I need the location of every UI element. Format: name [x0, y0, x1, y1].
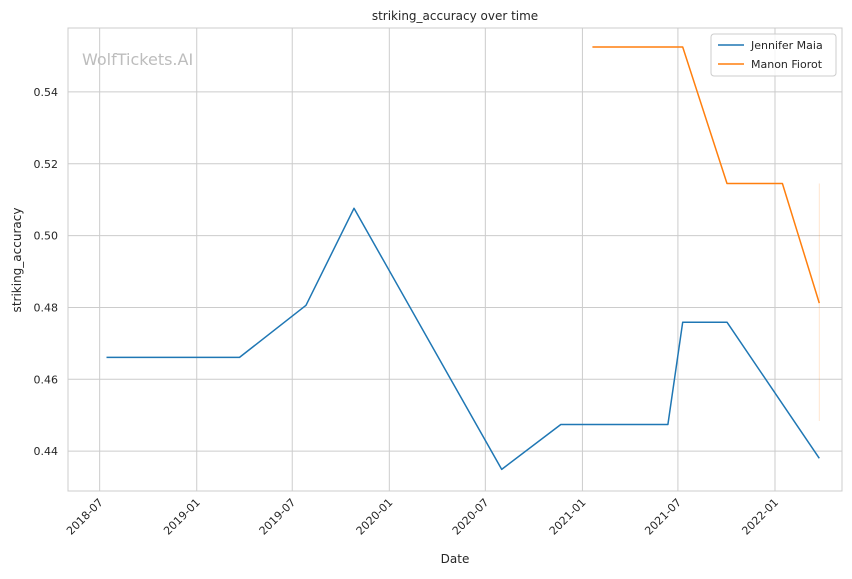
- x-axis-label: Date: [441, 552, 470, 566]
- legend-label-jennifer-maia: Jennifer Maia: [750, 39, 823, 52]
- y-tick-label: 0.46: [34, 373, 59, 386]
- legend: Jennifer Maia Manon Fiorot: [711, 34, 836, 76]
- y-axis-label: striking_accuracy: [10, 208, 24, 313]
- y-tick-label: 0.48: [34, 301, 59, 314]
- y-tick-label: 0.44: [34, 445, 59, 458]
- y-tick-label: 0.52: [34, 158, 59, 171]
- y-tick-label: 0.50: [34, 230, 59, 243]
- legend-label-manon-fiorot: Manon Fiorot: [751, 58, 823, 71]
- chart-title: striking_accuracy over time: [372, 9, 538, 23]
- y-tick-label: 0.54: [34, 86, 59, 99]
- watermark-text: WolfTickets.AI: [82, 50, 193, 69]
